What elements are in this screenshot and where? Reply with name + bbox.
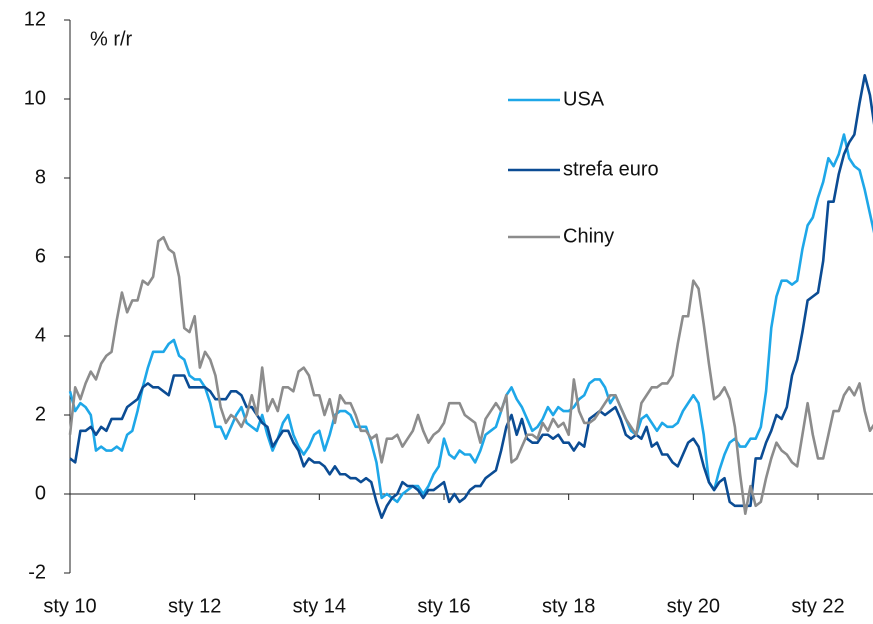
y-tick-label: 8 xyxy=(35,166,46,188)
x-tick-label: sty 16 xyxy=(417,595,470,617)
y-tick-label: 12 xyxy=(24,8,46,30)
y-tick-label: 4 xyxy=(35,324,46,346)
y-tick-label: 2 xyxy=(35,403,46,425)
x-tick-label: sty 14 xyxy=(293,595,346,617)
series-line xyxy=(69,74,873,519)
y-tick-label: 0 xyxy=(35,482,46,504)
legend-label: USA xyxy=(563,88,605,110)
y-tick-label: 6 xyxy=(35,245,46,267)
x-tick-label: sty 18 xyxy=(542,595,595,617)
x-tick-label: sty 20 xyxy=(667,595,720,617)
y-tick-label: -2 xyxy=(28,561,46,583)
legend-label: Chiny xyxy=(563,225,614,247)
x-tick-label: sty 22 xyxy=(791,595,844,617)
series-line xyxy=(68,235,873,516)
x-tick-label: sty 10 xyxy=(43,595,96,617)
series-line xyxy=(68,133,873,504)
legend-label: strefa euro xyxy=(563,158,659,180)
y-axis-label: % r/r xyxy=(90,28,133,50)
x-tick-label: sty 12 xyxy=(168,595,221,617)
y-tick-label: 10 xyxy=(24,87,46,109)
